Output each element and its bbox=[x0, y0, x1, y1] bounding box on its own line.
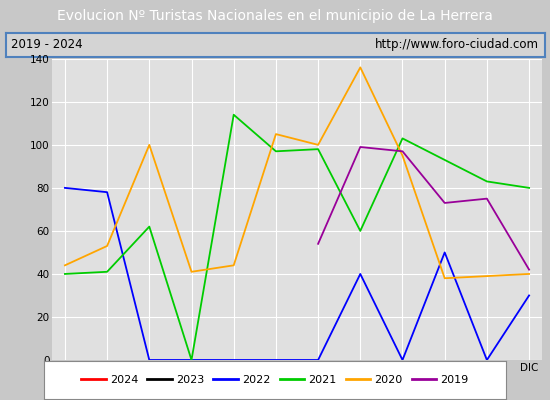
Text: 2019 - 2024: 2019 - 2024 bbox=[11, 38, 82, 51]
Legend: 2024, 2023, 2022, 2021, 2020, 2019: 2024, 2023, 2022, 2021, 2020, 2019 bbox=[77, 370, 473, 389]
Text: http://www.foro-ciudad.com: http://www.foro-ciudad.com bbox=[375, 38, 539, 51]
Text: Evolucion Nº Turistas Nacionales en el municipio de La Herrera: Evolucion Nº Turistas Nacionales en el m… bbox=[57, 9, 493, 23]
